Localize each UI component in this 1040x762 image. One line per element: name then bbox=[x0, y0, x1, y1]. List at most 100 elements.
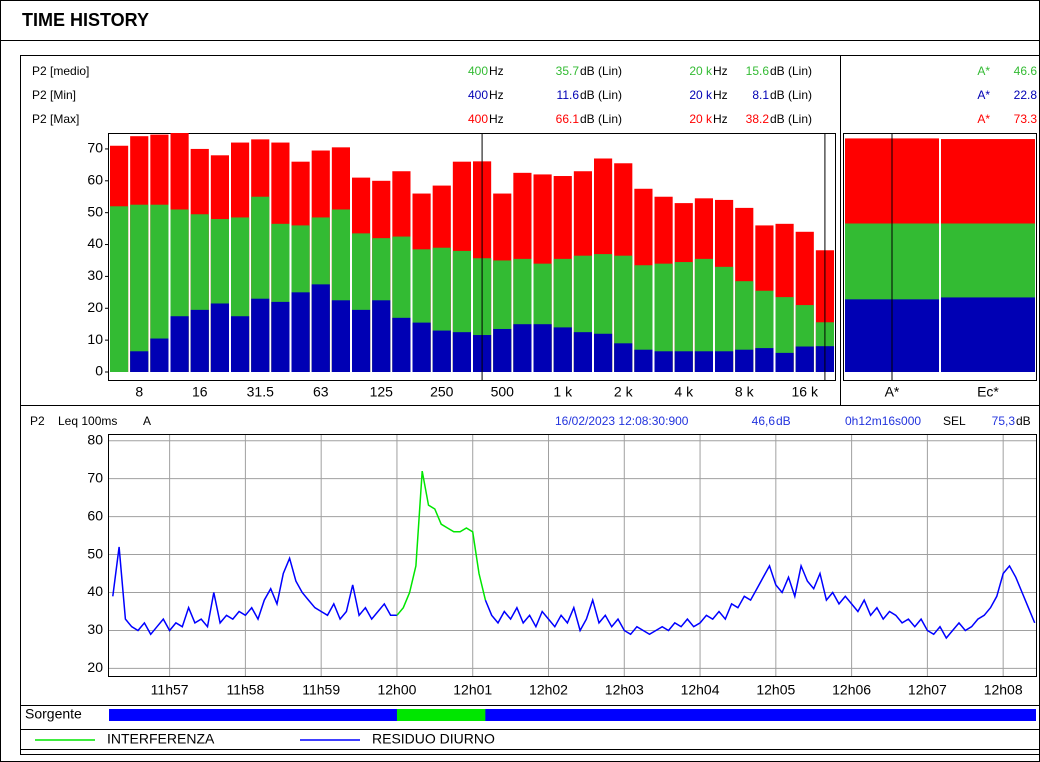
bar bbox=[735, 281, 754, 372]
band: A* bbox=[977, 112, 990, 126]
unit: Hz bbox=[713, 88, 728, 102]
unit: Hz bbox=[713, 112, 728, 126]
bar bbox=[553, 327, 572, 372]
x-tick-label: 12h02 bbox=[529, 682, 568, 698]
unit: dB (Lin) bbox=[580, 64, 622, 78]
bar bbox=[170, 316, 189, 372]
bar bbox=[372, 300, 391, 372]
y-tick-label: 50 bbox=[87, 203, 103, 219]
y-tick-label: 20 bbox=[87, 299, 103, 315]
x-tick-label: 11h57 bbox=[151, 682, 189, 698]
x-tick-label: 4 k bbox=[674, 384, 694, 400]
bar bbox=[110, 206, 129, 372]
frequency: 400 bbox=[468, 64, 488, 78]
bar bbox=[614, 343, 633, 372]
y-tick-label: 10 bbox=[87, 331, 103, 347]
bar bbox=[795, 346, 814, 372]
unit: dB (Lin) bbox=[770, 88, 812, 102]
bar bbox=[392, 317, 411, 372]
x-tick-label: Ec* bbox=[977, 384, 999, 400]
bar bbox=[130, 351, 149, 372]
bar bbox=[271, 301, 290, 372]
bar bbox=[634, 349, 653, 372]
y-tick-label: 20 bbox=[87, 659, 103, 675]
bar bbox=[654, 351, 673, 372]
y-tick-label: 60 bbox=[87, 507, 103, 523]
y-tick-label: 40 bbox=[87, 583, 103, 599]
x-tick-label: 8 bbox=[135, 384, 143, 400]
y-tick-label: 0 bbox=[95, 363, 103, 379]
bar bbox=[130, 204, 149, 372]
x-tick-label: 12h07 bbox=[908, 682, 947, 698]
history-plot bbox=[108, 434, 1037, 677]
bar bbox=[190, 309, 209, 372]
bar bbox=[493, 328, 512, 372]
bar bbox=[251, 298, 270, 372]
bar bbox=[715, 351, 734, 372]
bar bbox=[432, 330, 451, 372]
bar bbox=[533, 324, 552, 372]
legend-label: RESIDUO DIURNO bbox=[372, 731, 495, 747]
level: 66.1 bbox=[556, 112, 580, 126]
bar bbox=[150, 338, 169, 372]
y-tick-label: 50 bbox=[87, 545, 103, 561]
bar bbox=[634, 265, 653, 372]
level: 38.2 bbox=[746, 112, 770, 126]
unit: Hz bbox=[713, 64, 728, 78]
x-tick-label: 2 k bbox=[614, 384, 634, 400]
spectrum-plot bbox=[108, 133, 836, 381]
level: 8.1 bbox=[752, 88, 769, 102]
band: A* bbox=[977, 64, 990, 78]
source-band bbox=[396, 709, 486, 721]
x-tick-label: 125 bbox=[370, 384, 394, 400]
row-label: P2 [Min] bbox=[32, 88, 76, 102]
bar bbox=[231, 316, 250, 372]
x-tick-label: A* bbox=[885, 384, 900, 400]
bar bbox=[311, 284, 330, 372]
frequency: 20 k bbox=[689, 112, 713, 126]
frequency: 20 k bbox=[689, 88, 713, 102]
y-tick-label: 80 bbox=[87, 431, 103, 447]
x-tick-label: 11h58 bbox=[226, 682, 264, 698]
report-title: TIME HISTORY bbox=[22, 10, 149, 30]
x-tick-label: 8 k bbox=[735, 384, 755, 400]
x-tick-label: 12h06 bbox=[832, 682, 871, 698]
series-line bbox=[396, 470, 487, 616]
x-tick-label: 11h59 bbox=[302, 682, 340, 698]
bar bbox=[715, 266, 734, 372]
x-tick-label: 500 bbox=[491, 384, 515, 400]
parameter: Leq 100ms bbox=[58, 414, 117, 428]
unit: dB (Lin) bbox=[580, 88, 622, 102]
row-label: P2 [Max] bbox=[32, 112, 79, 126]
x-tick-label: 12h04 bbox=[681, 682, 720, 698]
y-tick-label: 60 bbox=[87, 172, 103, 188]
x-tick-label: 12h05 bbox=[756, 682, 795, 698]
bar bbox=[573, 332, 592, 372]
y-tick-label: 30 bbox=[87, 621, 103, 637]
unit: dB (Lin) bbox=[770, 112, 812, 126]
unit: dB (Lin) bbox=[770, 64, 812, 78]
channel: P2 bbox=[30, 414, 45, 428]
x-tick-label: 31.5 bbox=[247, 384, 274, 400]
y-tick-label: 30 bbox=[87, 267, 103, 283]
bar bbox=[594, 333, 613, 372]
bar bbox=[513, 324, 532, 372]
bar bbox=[352, 309, 371, 372]
legend-label: INTERFERENZA bbox=[107, 731, 215, 747]
bar bbox=[412, 322, 431, 372]
bar bbox=[331, 300, 350, 372]
level: 15.6 bbox=[746, 64, 770, 78]
level: 11.6 bbox=[557, 88, 580, 102]
bar bbox=[452, 332, 471, 372]
x-tick-label: 250 bbox=[430, 384, 454, 400]
unit: Hz bbox=[489, 112, 504, 126]
x-tick-label: 16 bbox=[192, 384, 208, 400]
duration: 0h12m16s000 bbox=[845, 414, 921, 428]
cursor-time: 16/02/2023 12:08:30:900 bbox=[555, 414, 689, 428]
y-tick-label: 70 bbox=[87, 469, 103, 485]
frequency: 20 k bbox=[689, 64, 713, 78]
y-tick-label: 40 bbox=[87, 235, 103, 251]
unit: Hz bbox=[489, 64, 504, 78]
bar bbox=[755, 348, 774, 372]
